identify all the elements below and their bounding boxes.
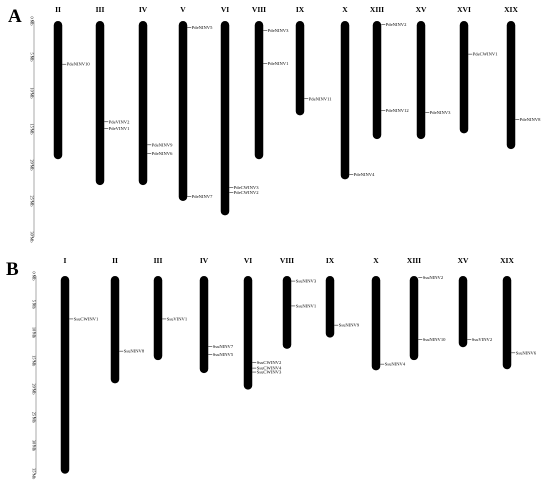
chromosome-name: XIII bbox=[407, 256, 421, 265]
gene-label: PdeNINV12 bbox=[386, 108, 410, 113]
gene-label: SsuCWINV1 bbox=[74, 316, 99, 321]
chromosome-bar bbox=[220, 21, 230, 216]
chromosome-bar bbox=[110, 276, 120, 384]
chromosome-name: VIII bbox=[252, 5, 266, 14]
chromosome-name: XV bbox=[458, 256, 469, 265]
gene-label: PdeNINV10 bbox=[67, 62, 91, 67]
chromosome-name: XIX bbox=[504, 5, 518, 14]
gene-label: PdeVINV1 bbox=[109, 126, 130, 131]
chromosome-name: XIX bbox=[500, 256, 514, 265]
chromosome-bar bbox=[340, 21, 350, 180]
chromosome-name: II bbox=[112, 256, 118, 265]
gene-label: PdeCWINV2 bbox=[234, 190, 259, 195]
scale-tick-label: 0 Mb bbox=[30, 17, 35, 26]
chromosome-bar bbox=[178, 21, 188, 201]
scale-tick-label: 25 Mb bbox=[30, 195, 35, 206]
gene-label: SsuNINV9 bbox=[339, 323, 360, 328]
gene-label: SsuVINV2 bbox=[472, 337, 493, 342]
chromosome-bar bbox=[371, 276, 381, 371]
chromosome-name: IV bbox=[139, 5, 148, 14]
gene-label: SsuNINV4 bbox=[385, 362, 406, 367]
gene-label: SsuNINV10 bbox=[423, 337, 446, 342]
chromosome-bar bbox=[282, 276, 292, 349]
gene-label: PdeVINV2 bbox=[109, 119, 130, 124]
scale-tick-label: 20 Mb bbox=[30, 159, 35, 170]
gene-label: PdeNINV4 bbox=[354, 172, 375, 177]
scale-tick-label: 20 Mb bbox=[32, 383, 37, 394]
gene-label: SsuVINV1 bbox=[167, 316, 188, 321]
chromosome-name: XVI bbox=[457, 5, 471, 14]
scale-tick-label: 15 Mb bbox=[32, 355, 37, 366]
chromosome-bar bbox=[325, 276, 335, 338]
chromosome-bar bbox=[409, 276, 419, 361]
chromosome-name: XV bbox=[416, 5, 427, 14]
chromosome-bar bbox=[199, 276, 209, 374]
chromosome-name: IV bbox=[200, 256, 209, 265]
chromosome-name: II bbox=[55, 5, 61, 14]
scale-tick-label: 5 Mb bbox=[32, 300, 37, 309]
chromosome-name: I bbox=[64, 256, 67, 265]
chromosome-name: VI bbox=[244, 256, 252, 265]
chromosome-name: III bbox=[154, 256, 163, 265]
panel-letter: A bbox=[8, 6, 22, 27]
gene-label: PdeNINV11 bbox=[309, 96, 332, 101]
scale-tick-label: 10 Mb bbox=[32, 327, 37, 338]
gene-label: PdeCWINV1 bbox=[473, 52, 498, 57]
chromosome-name: VI bbox=[221, 5, 229, 14]
chromosome-name: XIII bbox=[370, 5, 384, 14]
gene-label: SsuNINV1 bbox=[296, 303, 317, 308]
gene-label: SsuNINV2 bbox=[423, 275, 444, 280]
gene-label: PdeCWINV3 bbox=[234, 185, 259, 190]
chromosome-name: X bbox=[342, 5, 348, 14]
gene-label: PdeNINV3 bbox=[268, 28, 289, 33]
chromosome-bar bbox=[416, 21, 426, 140]
gene-label: PdeNINV3 bbox=[430, 110, 451, 115]
gene-label: PdeNINV9 bbox=[152, 142, 173, 147]
chromosome-bar bbox=[53, 21, 63, 160]
chromosome-name: IX bbox=[296, 5, 305, 14]
chromosome-bar bbox=[138, 21, 148, 186]
chromosome-bar bbox=[60, 276, 70, 474]
chromosome-name: III bbox=[96, 5, 105, 14]
scale-tick-label: 30 Mb bbox=[30, 231, 35, 242]
chromosome-bar bbox=[95, 21, 105, 186]
gene-label: SsuNINV8 bbox=[124, 349, 145, 354]
chromosome-bar bbox=[458, 276, 468, 348]
gene-label: SsuCWINV4 bbox=[257, 366, 282, 371]
chromosome-bar bbox=[372, 21, 382, 140]
panel-letter: B bbox=[6, 259, 19, 280]
chromosome-name: IX bbox=[326, 256, 335, 265]
gene-label: SsuNINV7 bbox=[213, 344, 234, 349]
chromosome-bar bbox=[254, 21, 264, 160]
gene-label: SsuCWINV3 bbox=[257, 370, 282, 375]
gene-label: SsuCWINV2 bbox=[257, 360, 282, 365]
gene-label: PdeNINV6 bbox=[152, 151, 173, 156]
scale-tick-label: 35 Mb bbox=[32, 468, 37, 479]
gene-label: PdeNINV7 bbox=[192, 194, 213, 199]
chromosome-bar bbox=[502, 276, 512, 370]
chromosome-bar bbox=[243, 276, 253, 390]
scale-tick-label: 30 Mb bbox=[32, 440, 37, 451]
scale-tick-label: 5 Mb bbox=[30, 53, 35, 62]
scale-tick-label: 25 Mb bbox=[32, 412, 37, 423]
chromosome-bar bbox=[506, 21, 516, 150]
gene-label: SsuNINV3 bbox=[296, 279, 317, 284]
chromosome-bar bbox=[153, 276, 163, 361]
chromosome-bar bbox=[459, 21, 469, 134]
gene-label: PdeNINV8 bbox=[520, 117, 541, 122]
chromosome-bar bbox=[295, 21, 305, 116]
gene-label: SsuNINV6 bbox=[516, 350, 537, 355]
chromosome-name: V bbox=[180, 5, 186, 14]
chromosome-name: X bbox=[373, 256, 379, 265]
gene-label: SsuNINV5 bbox=[213, 352, 234, 357]
gene-label: PdeNINV5 bbox=[192, 25, 213, 30]
scale-tick-label: 10 Mb bbox=[30, 87, 35, 98]
gene-label: PdeNINV2 bbox=[386, 22, 407, 27]
scale-tick-label: 15 Mb bbox=[30, 123, 35, 134]
chromosome-name: VIII bbox=[280, 256, 294, 265]
gene-label: PdeNINV1 bbox=[268, 61, 289, 66]
scale-tick-label: 0 Mb bbox=[32, 272, 37, 281]
